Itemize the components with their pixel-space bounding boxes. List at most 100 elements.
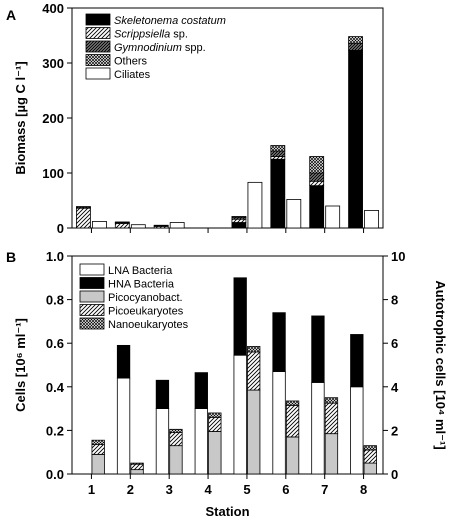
bar-autotroph — [363, 462, 377, 475]
legend-label: Picoeukaryotes — [108, 306, 184, 318]
y-tick-label-right: 2 — [391, 423, 398, 438]
y-tick-label-left: 0.6 — [46, 336, 64, 351]
bar-stacked — [309, 172, 325, 182]
bar-autotroph — [130, 469, 144, 475]
panel-a-letter: A — [6, 7, 16, 23]
bar-autotroph — [169, 428, 183, 433]
bar-autotroph — [324, 397, 339, 404]
bar-lna-bacteria — [194, 408, 208, 475]
x-tick-label: 6 — [282, 482, 289, 497]
legend-swatch — [85, 40, 111, 53]
x-tick-label: 4 — [204, 482, 212, 497]
legend-a: Skeletonema costatum Scrippsiella sp.Gymn… — [85, 13, 226, 81]
y-tick-label: 400 — [42, 1, 64, 16]
bar-stacked — [231, 222, 247, 229]
bar-hna-bacteria — [311, 315, 325, 383]
bar-autotroph — [324, 402, 339, 435]
x-tick-label: 2 — [127, 482, 134, 497]
y-tick-label: 200 — [42, 111, 64, 126]
y-axis-title-left: Cells [10⁶ ml⁻¹] — [13, 318, 28, 412]
panel-a: A 0 100 200 300 400 Biomass [µg C l⁻¹] Skeleton… — [6, 1, 384, 236]
bar-autotroph — [130, 462, 144, 465]
bar-lna-bacteria — [350, 386, 364, 475]
bar-stacked — [309, 180, 325, 187]
bar-autotroph — [285, 400, 300, 406]
bar-ciliates — [247, 181, 263, 229]
bar-lna-bacteria — [155, 408, 170, 475]
bar-ciliates — [92, 220, 107, 229]
bar-autotroph — [130, 463, 144, 471]
legend-swatch — [85, 13, 111, 26]
bar-hna-bacteria — [272, 312, 286, 372]
bar-autotroph — [247, 351, 261, 391]
legend-label: LNA Bacteria — [108, 265, 173, 277]
legend-label: Ciliates — [114, 69, 151, 81]
bar-autotroph — [208, 412, 222, 418]
bar-ciliates — [364, 209, 379, 229]
bar-autotroph — [363, 445, 377, 451]
bar-autotroph — [247, 346, 261, 353]
bar-stacked — [348, 49, 363, 229]
bar-autotroph — [91, 444, 105, 455]
bar-ciliates — [325, 205, 341, 229]
bar-autotroph — [169, 445, 183, 475]
bar-lna-bacteria — [311, 382, 325, 475]
legend-swatch — [79, 317, 105, 330]
legend-label: Picocyanobact. — [108, 292, 183, 304]
y-tick-label-left: 0.8 — [46, 293, 64, 308]
bar-ciliates — [169, 222, 185, 229]
bar-ciliates — [286, 198, 302, 229]
bar-stacked — [114, 221, 130, 223]
bar-autotroph — [247, 389, 261, 475]
bar-hna-bacteria — [116, 344, 131, 379]
bar-hna-bacteria — [194, 372, 208, 410]
legend-label: Nanoeukaryotes — [108, 319, 189, 331]
x-tick-label: 3 — [166, 482, 173, 497]
bar-stacked — [76, 206, 91, 208]
panel-b-letter: B — [6, 249, 16, 265]
panel-a-frame — [71, 7, 384, 229]
y-tick-label-right: 10 — [391, 249, 405, 264]
x-tick-label: 7 — [321, 482, 328, 497]
legend-swatch — [79, 277, 105, 289]
bar-stacked — [270, 150, 286, 157]
y-tick-label-left: 0.2 — [46, 423, 64, 438]
bar-stacked — [309, 185, 325, 229]
bar-autotroph — [91, 453, 105, 475]
bar-stacked — [76, 207, 91, 229]
bar-stacked — [348, 36, 363, 44]
bar-autotroph — [208, 431, 222, 475]
y-axis-title-right: Autotrophic cells [10⁴ ml⁻¹] — [433, 280, 448, 449]
legend-label: Others — [114, 56, 148, 68]
bar-ciliates — [130, 224, 146, 229]
bar-stacked — [309, 156, 325, 174]
bar-autotroph — [91, 439, 105, 445]
y-tick-label-left: 0.4 — [46, 380, 65, 395]
bar-autotroph — [169, 432, 183, 447]
panel-b-frame — [71, 255, 384, 475]
y-tick-label-left: 1.0 — [46, 249, 64, 264]
bar-stacked — [270, 156, 286, 160]
y-tick-label-left: 0.0 — [46, 467, 64, 482]
bar-stacked — [231, 218, 247, 223]
legend-swatch — [85, 27, 111, 39]
bar-hna-bacteria — [233, 277, 247, 356]
bar-stacked — [231, 216, 247, 218]
y-axis-title: Biomass [µg C l⁻¹] — [13, 61, 28, 174]
legend-swatch — [79, 263, 105, 276]
bar-stacked — [153, 224, 169, 227]
bar-hna-bacteria — [350, 334, 364, 388]
legend-label: Skeletonema costatum — [114, 15, 226, 27]
legend-label: Scrippsiella sp. — [114, 29, 188, 41]
bar-autotroph — [208, 416, 222, 432]
legend-swatch — [85, 67, 111, 80]
bar-lna-bacteria — [272, 371, 286, 475]
y-tick-label: 0 — [57, 221, 64, 236]
bar-lna-bacteria — [233, 354, 247, 475]
x-tick-label: 8 — [360, 482, 367, 497]
y-tick-label-right: 8 — [391, 293, 398, 308]
bar-autotroph — [285, 436, 300, 475]
